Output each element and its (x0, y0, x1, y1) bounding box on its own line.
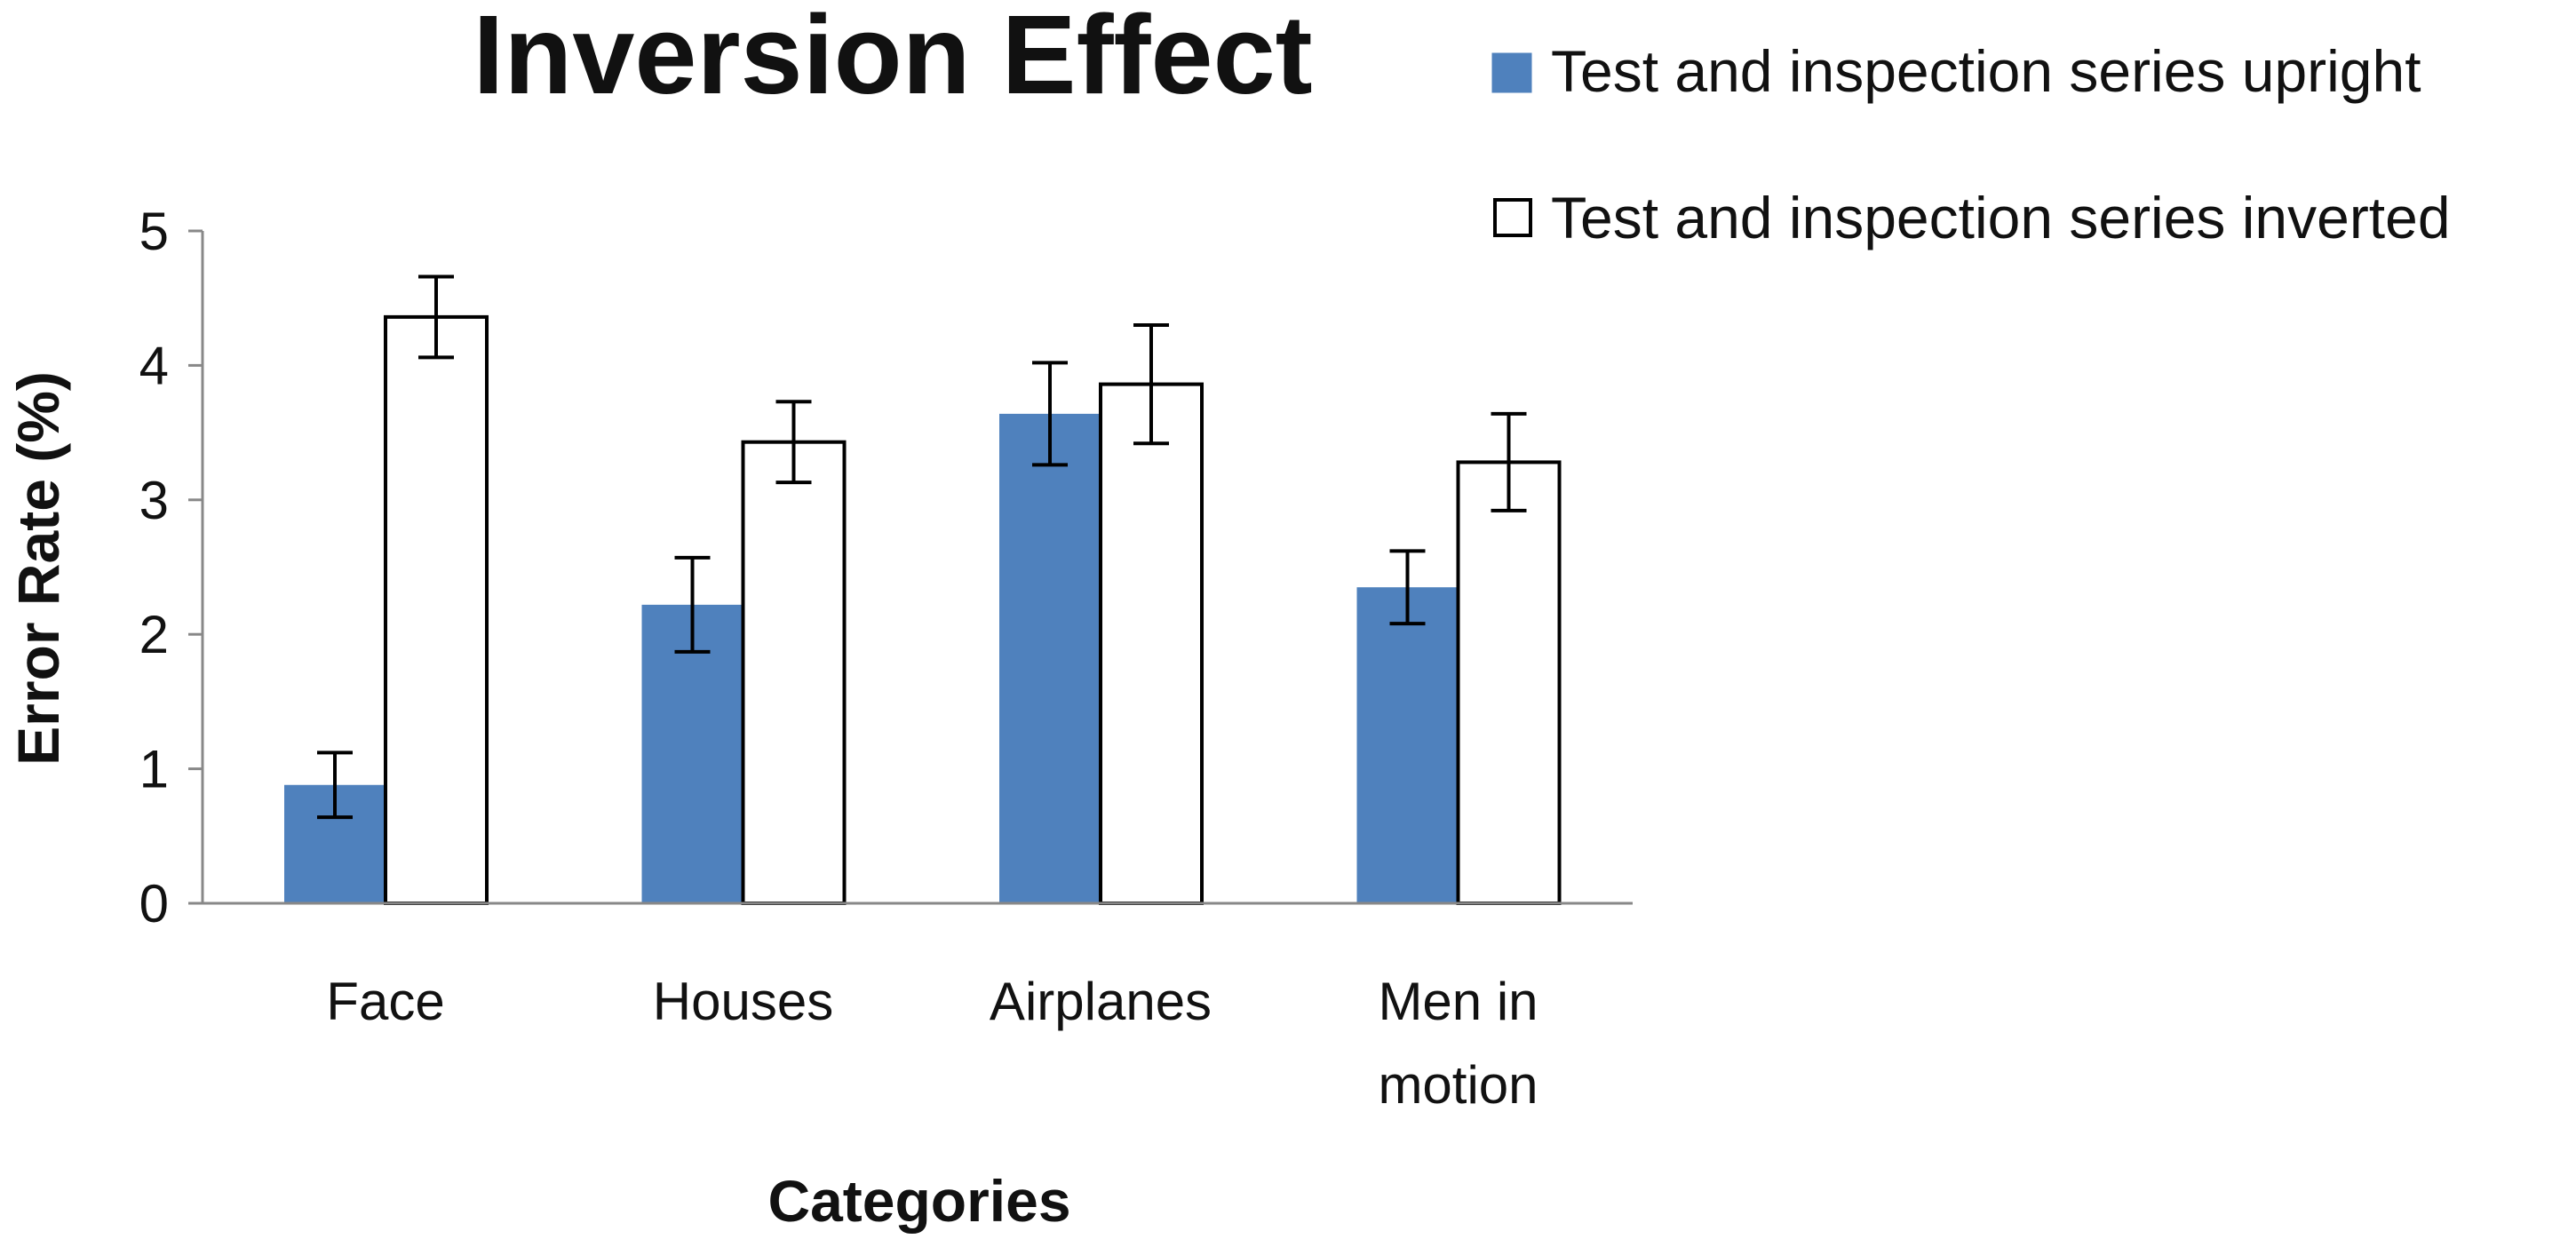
bar-inverted (1099, 382, 1204, 905)
chart-title: Inversion Effect (473, 0, 1312, 117)
x-tick-label-line: Houses (653, 972, 833, 1031)
x-tick-label-line: motion (1378, 1055, 1538, 1115)
bar-upright (999, 413, 1101, 903)
x-tick-label: Men in motion (1378, 972, 1538, 1115)
legend-swatch-inverted (1493, 198, 1532, 237)
y-tick-label: 0 (139, 874, 169, 933)
legend-label-upright: Test and inspection series upright (1551, 38, 2421, 104)
y-tick-label: 4 (139, 336, 169, 395)
legend-swatch-upright (1491, 52, 1532, 93)
bar-inverted (384, 314, 489, 905)
y-tick-label: 5 (139, 202, 169, 261)
x-tick-label: Face (326, 972, 444, 1031)
y-tick-label: 1 (139, 740, 169, 799)
x-tick-label: Airplanes (990, 972, 1212, 1031)
y-axis-title: Error Rate (%) (5, 371, 71, 766)
bar-inverted (741, 440, 847, 905)
y-tick-label: 3 (139, 471, 169, 530)
legend-label-inverted: Test and inspection series inverted (1551, 185, 2451, 250)
y-tick-label: 2 (139, 605, 169, 664)
plot-area: 0 1 2 3 4 5 Face Houses Airplanes Men in motion (139, 202, 1633, 1115)
bar-inverted (1456, 460, 1562, 906)
x-tick-label-line: Face (326, 972, 444, 1031)
bar-upright (641, 604, 743, 903)
x-axis-title: Categories (767, 1168, 1070, 1234)
x-tick-label: Houses (653, 972, 833, 1031)
x-tick-label-line: Men in (1378, 972, 1538, 1031)
bar-upright (1356, 587, 1459, 903)
legend: Test and inspection series upright Test … (1491, 38, 2451, 250)
x-tick-label-line: Airplanes (990, 972, 1212, 1031)
